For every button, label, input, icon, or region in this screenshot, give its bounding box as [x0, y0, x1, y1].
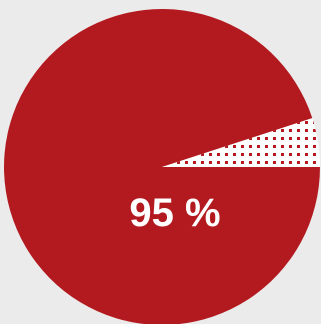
pie-slice-primary: [4, 9, 320, 324]
pie-center-label: 95 %: [129, 191, 220, 235]
pie-slice-secondary: [162, 118, 320, 167]
